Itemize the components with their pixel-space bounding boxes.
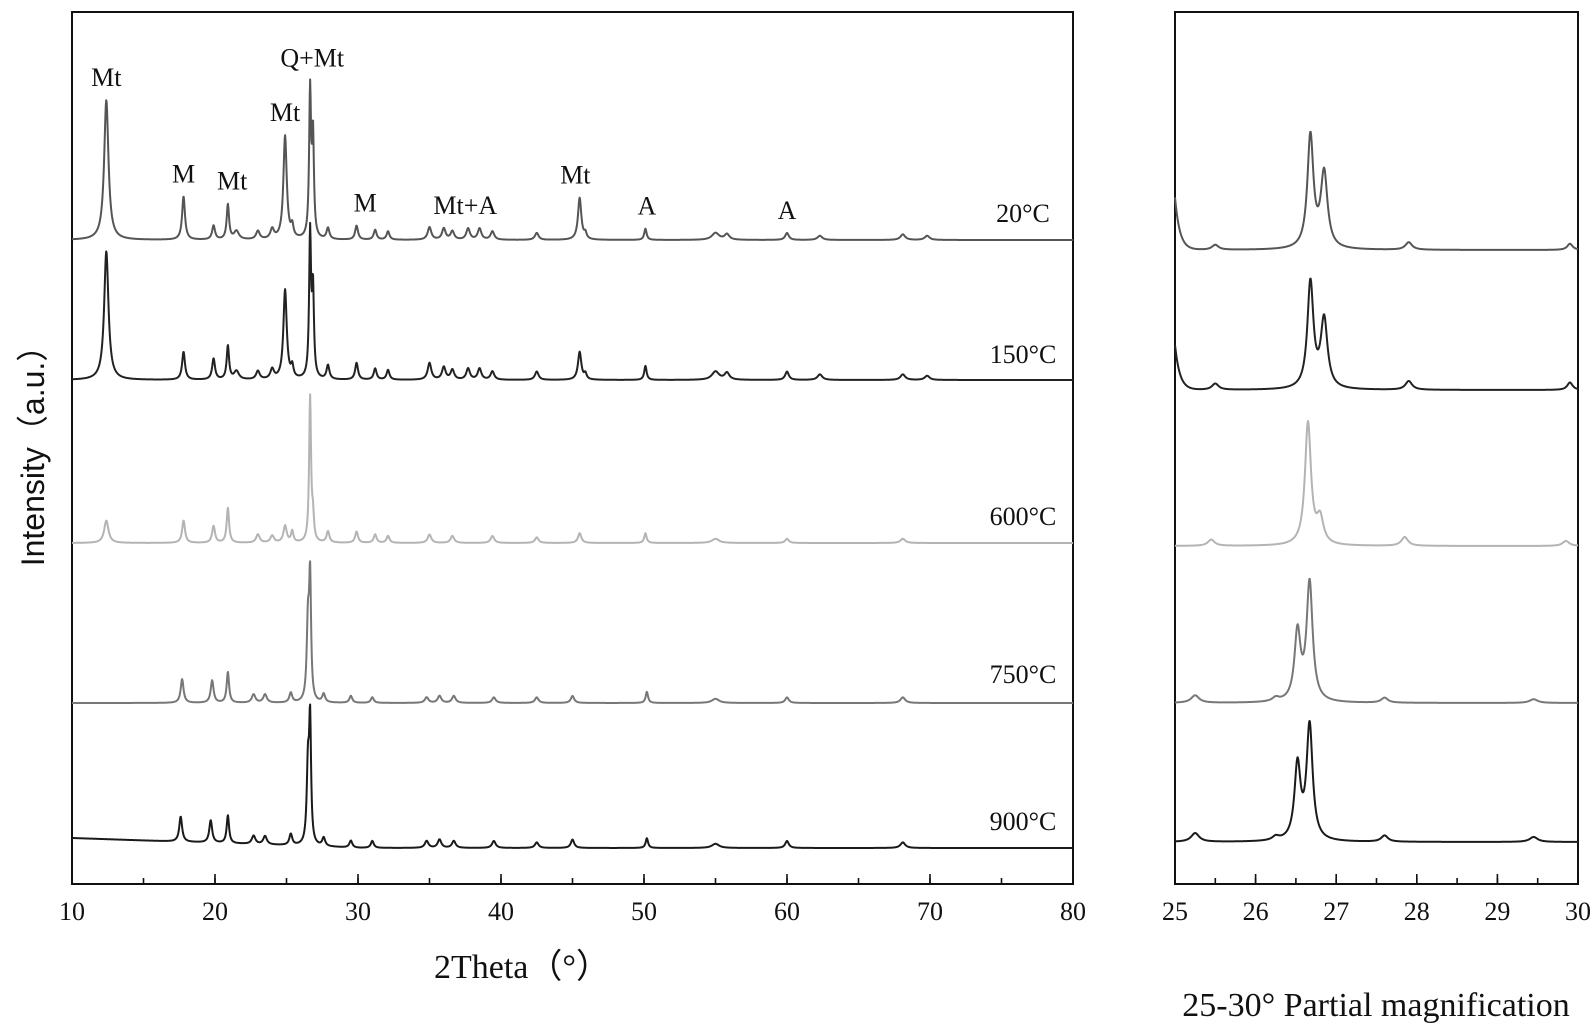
- peak-label-a-8: A: [637, 192, 656, 221]
- inset-x-tick-label-25: 25: [1162, 897, 1188, 926]
- peak-label-a-9: A: [778, 196, 797, 225]
- peak-label-m-5: M: [354, 189, 377, 218]
- trace-900-c: [71, 703, 1074, 849]
- temp-label-600-c: 600°C: [990, 502, 1057, 531]
- inset-x-axis-title: 25-30° Partial magnification: [1182, 987, 1570, 1024]
- main-x-axis-title: 2Theta（°）: [434, 948, 610, 986]
- trace-150-c: [71, 221, 1074, 381]
- main-xrd-panel: Mt M Mt Mt Q+Mt M Mt+A Mt A A 20°C 150°C 600°C 750°C…: [15, 11, 1086, 986]
- trace-20-c: [71, 78, 1074, 241]
- main-x-axis-ticks: 10 20 30 40 50 60 70 80: [59, 874, 1086, 926]
- main-temp-labels: 20°C 150°C 600°C 750°C 900°C: [990, 199, 1057, 836]
- peak-label-q-mt-4: Q+Mt: [280, 43, 345, 72]
- inset-traces: [1174, 130, 1579, 843]
- y-axis-title: Intensity（a.u.）: [15, 330, 51, 567]
- main-x-tick-label-70: 70: [917, 897, 943, 926]
- peak-label-mt-2: Mt: [217, 167, 248, 196]
- trace-600-c: [71, 393, 1074, 544]
- inset-x-tick-label-26: 26: [1243, 897, 1269, 926]
- main-peak-labels: Mt M Mt Mt Q+Mt M Mt+A Mt A A: [91, 43, 796, 224]
- peak-label-mt-3: Mt: [270, 98, 301, 127]
- peak-label-mt-a-6: Mt+A: [433, 191, 497, 220]
- main-x-tick-label-60: 60: [774, 897, 800, 926]
- inset-trace-600-c: [1174, 419, 1579, 547]
- temp-label-150-c: 150°C: [990, 340, 1057, 369]
- main-x-tick-label-20: 20: [202, 897, 228, 926]
- inset-x-tick-label-27: 27: [1323, 897, 1349, 926]
- main-plot-frame: [71, 11, 1074, 885]
- inset-trace-750-c: [1174, 577, 1579, 704]
- inset-xrd-panel: 25 26 27 28 29 30 25-30° Partial magnificatio…: [1162, 11, 1591, 1024]
- main-x-tick-label-10: 10: [59, 897, 85, 926]
- temp-label-750-c: 750°C: [990, 660, 1057, 689]
- inset-x-axis-ticks: 25 26 27 28 29 30: [1162, 874, 1591, 926]
- inset-trace-150-c: [1174, 277, 1579, 391]
- peak-label-mt-7: Mt: [560, 161, 591, 190]
- inset-x-tick-label-28: 28: [1404, 897, 1430, 926]
- peak-label-m-1: M: [172, 159, 195, 188]
- main-x-tick-label-40: 40: [488, 897, 514, 926]
- trace-750-c: [71, 560, 1074, 704]
- inset-plot-frame: [1174, 11, 1579, 885]
- main-x-tick-label-80: 80: [1060, 897, 1086, 926]
- peak-label-mt-0: Mt: [91, 63, 122, 92]
- main-x-tick-label-50: 50: [631, 897, 657, 926]
- inset-x-tick-label-29: 29: [1484, 897, 1510, 926]
- temp-label-900-c: 900°C: [990, 807, 1057, 836]
- inset-x-tick-label-30: 30: [1565, 897, 1591, 926]
- inset-trace-20-c: [1174, 130, 1579, 251]
- main-traces: [71, 78, 1074, 849]
- inset-trace-900-c: [1174, 720, 1579, 843]
- temp-label-20-c: 20°C: [996, 199, 1050, 228]
- main-x-tick-label-30: 30: [345, 897, 371, 926]
